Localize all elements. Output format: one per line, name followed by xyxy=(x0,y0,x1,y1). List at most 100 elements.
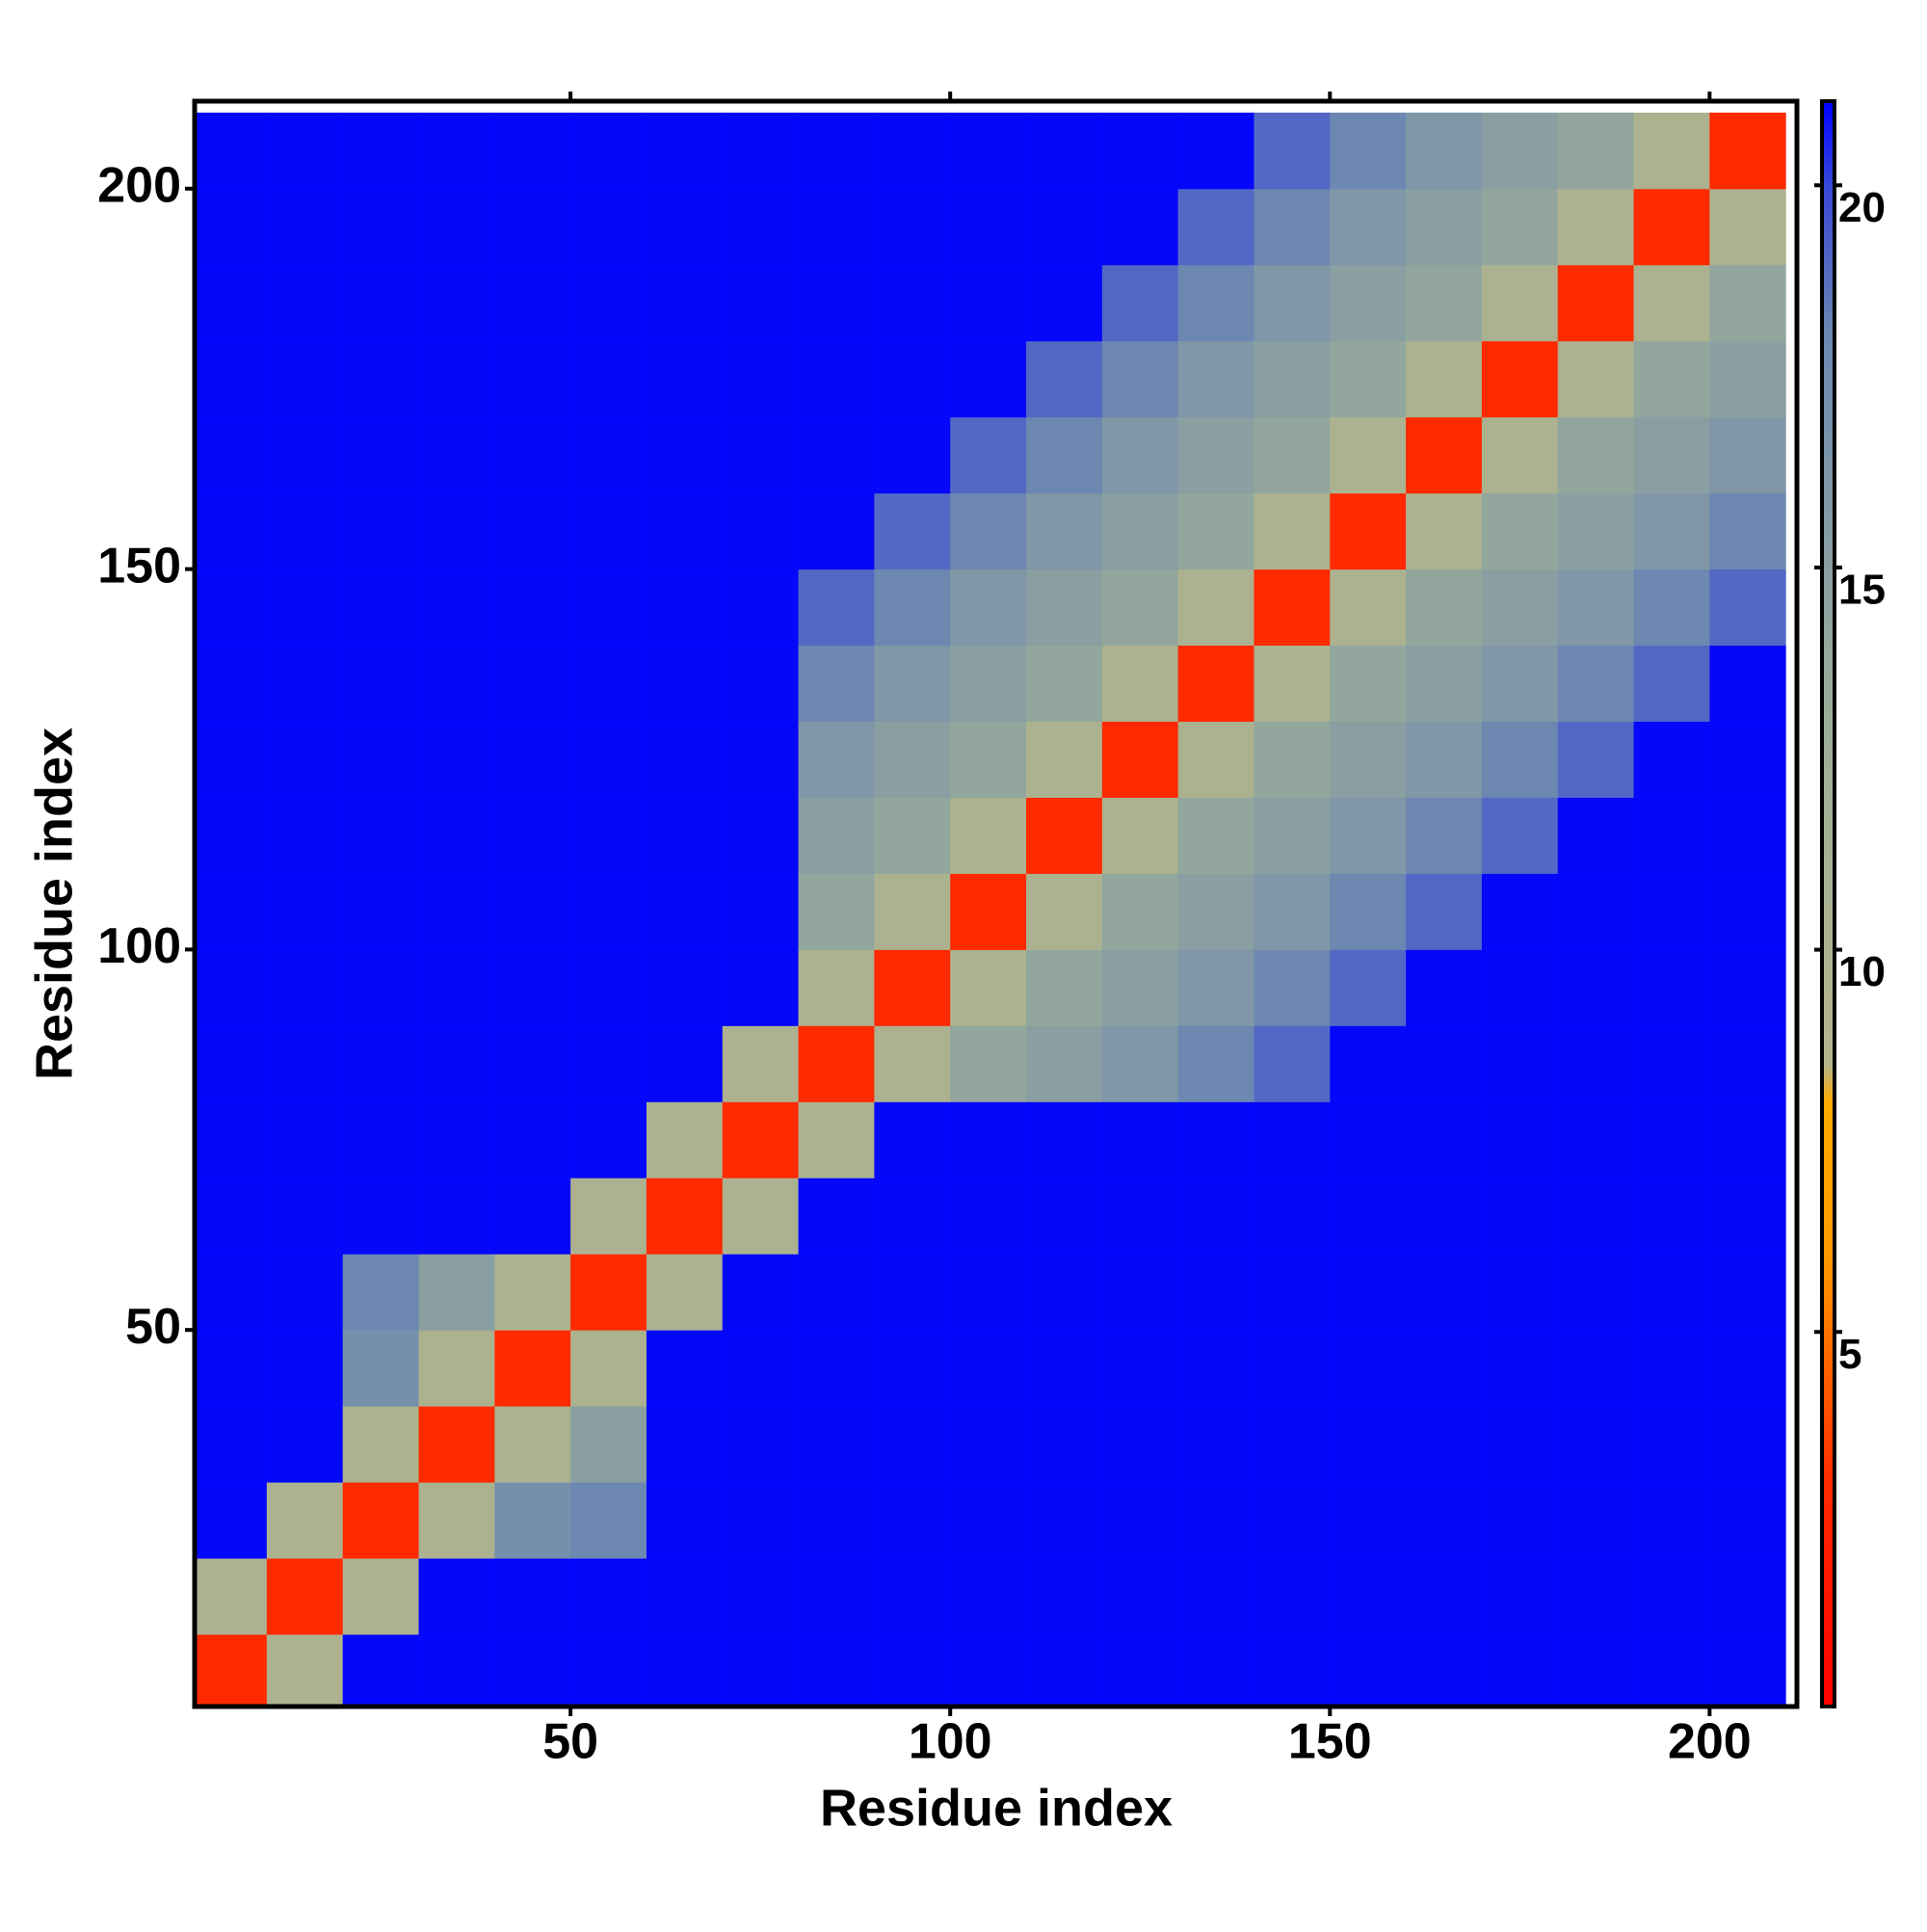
heatmap-cell xyxy=(342,1558,420,1635)
heatmap-cell xyxy=(798,721,875,798)
heatmap-cell xyxy=(722,949,800,1026)
heatmap-cell xyxy=(874,873,951,950)
heatmap-cell xyxy=(1481,1025,1559,1102)
heatmap-cell xyxy=(494,1633,571,1707)
heatmap-cell xyxy=(195,340,268,418)
heatmap-cell xyxy=(722,340,800,418)
heatmap-cell xyxy=(646,1482,724,1559)
heatmap-cell xyxy=(266,188,344,266)
heatmap-cell xyxy=(646,721,724,798)
heatmap-cell xyxy=(874,1178,951,1255)
heatmap-cell xyxy=(1330,1330,1407,1407)
heatmap-cell xyxy=(418,721,495,798)
heatmap-cell xyxy=(1254,1330,1331,1407)
heatmap-cell xyxy=(570,1633,647,1707)
heatmap-cell xyxy=(798,1025,875,1102)
heatmap-cell xyxy=(342,188,420,266)
heatmap-cell xyxy=(1177,188,1254,266)
heatmap-cell xyxy=(950,188,1027,266)
heatmap-cell xyxy=(1406,1330,1483,1407)
heatmap-cell xyxy=(494,112,571,190)
heatmap-cell xyxy=(494,1178,571,1255)
heatmap-cell xyxy=(1101,949,1179,1026)
heatmap-cell xyxy=(1406,721,1483,798)
heatmap-cell xyxy=(1026,949,1103,1026)
heatmap-cell xyxy=(874,1482,951,1559)
heatmap-cell xyxy=(1481,1178,1559,1255)
heatmap-cell xyxy=(1406,340,1483,418)
heatmap-cell xyxy=(418,1633,495,1707)
heatmap-cell xyxy=(1026,569,1103,647)
heatmap-cell xyxy=(1557,873,1635,950)
heatmap-cell xyxy=(1633,340,1710,418)
heatmap-cell xyxy=(874,264,951,342)
heatmap-cell xyxy=(874,797,951,874)
heatmap-cell xyxy=(646,949,724,1026)
heatmap-cell xyxy=(1330,264,1407,342)
heatmap-cell xyxy=(1330,416,1407,494)
heatmap-cell xyxy=(1557,797,1635,874)
heatmap-cell xyxy=(950,1482,1027,1559)
heatmap-cell xyxy=(646,1101,724,1178)
heatmap-cell xyxy=(1330,1633,1407,1707)
heatmap-cell xyxy=(418,264,495,342)
heatmap-cell xyxy=(950,264,1027,342)
colorbar-tick-label: 5 xyxy=(1838,1331,1861,1378)
heatmap-cell xyxy=(874,1330,951,1407)
heatmap-cell xyxy=(342,1633,420,1707)
heatmap-cell xyxy=(494,1101,571,1178)
heatmap-cell xyxy=(950,1558,1027,1635)
heatmap-cell xyxy=(646,1254,724,1331)
heatmap-cell xyxy=(1481,112,1559,190)
heatmap-cell xyxy=(570,1025,647,1102)
heatmap-cell xyxy=(1177,340,1254,418)
heatmap-cell xyxy=(646,416,724,494)
heatmap-cell xyxy=(1177,949,1254,1026)
heatmap-cell xyxy=(266,1406,344,1483)
heatmap-cell xyxy=(1481,340,1559,418)
heatmap-cell xyxy=(874,1101,951,1178)
heatmap-cell xyxy=(266,1178,344,1255)
heatmap-cell xyxy=(1101,188,1179,266)
heatmap-cell xyxy=(722,645,800,723)
heatmap-cell xyxy=(1101,492,1179,570)
heatmap-cell xyxy=(950,1025,1027,1102)
heatmap-cell xyxy=(1709,1178,1786,1255)
heatmap-cell xyxy=(798,1558,875,1635)
heatmap-cell xyxy=(1709,1633,1786,1707)
heatmap-cell xyxy=(195,112,268,190)
heatmap-cell xyxy=(1633,645,1710,723)
heatmap-cell xyxy=(342,340,420,418)
heatmap-cell xyxy=(1481,1254,1559,1331)
heatmap-cell xyxy=(570,949,647,1026)
heatmap-cell xyxy=(798,797,875,874)
heatmap-cell xyxy=(1406,188,1483,266)
heatmap-cell xyxy=(722,188,800,266)
heatmap-cell xyxy=(950,1101,1027,1178)
heatmap-cell xyxy=(494,1025,571,1102)
heatmap-cell xyxy=(1633,1406,1710,1483)
heatmap-cell xyxy=(1406,1025,1483,1102)
heatmap-cell xyxy=(1709,949,1786,1026)
heatmap-cell xyxy=(874,645,951,723)
heatmap-cell xyxy=(494,1330,571,1407)
y-axis-title: Residue index xyxy=(25,728,83,1080)
heatmap-cell xyxy=(1254,797,1331,874)
heatmap-cell xyxy=(1177,1633,1254,1707)
heatmap-cell xyxy=(494,1558,571,1635)
heatmap-cell xyxy=(722,264,800,342)
heatmap-cell xyxy=(1177,112,1254,190)
heatmap-cell xyxy=(1254,645,1331,723)
heatmap-cell xyxy=(874,188,951,266)
heatmap-cell xyxy=(1177,1101,1254,1178)
heatmap-cell xyxy=(1101,1482,1179,1559)
heatmap-cell xyxy=(798,1254,875,1331)
heatmap-cell xyxy=(1177,492,1254,570)
heatmap-cell xyxy=(798,1482,875,1559)
heatmap-cell xyxy=(266,569,344,647)
heatmap-cells xyxy=(195,112,1786,1707)
heatmap-cell xyxy=(1406,873,1483,950)
heatmap-cell xyxy=(266,1025,344,1102)
heatmap-cell xyxy=(1557,416,1635,494)
x-tick-label: 150 xyxy=(1288,1714,1372,1770)
